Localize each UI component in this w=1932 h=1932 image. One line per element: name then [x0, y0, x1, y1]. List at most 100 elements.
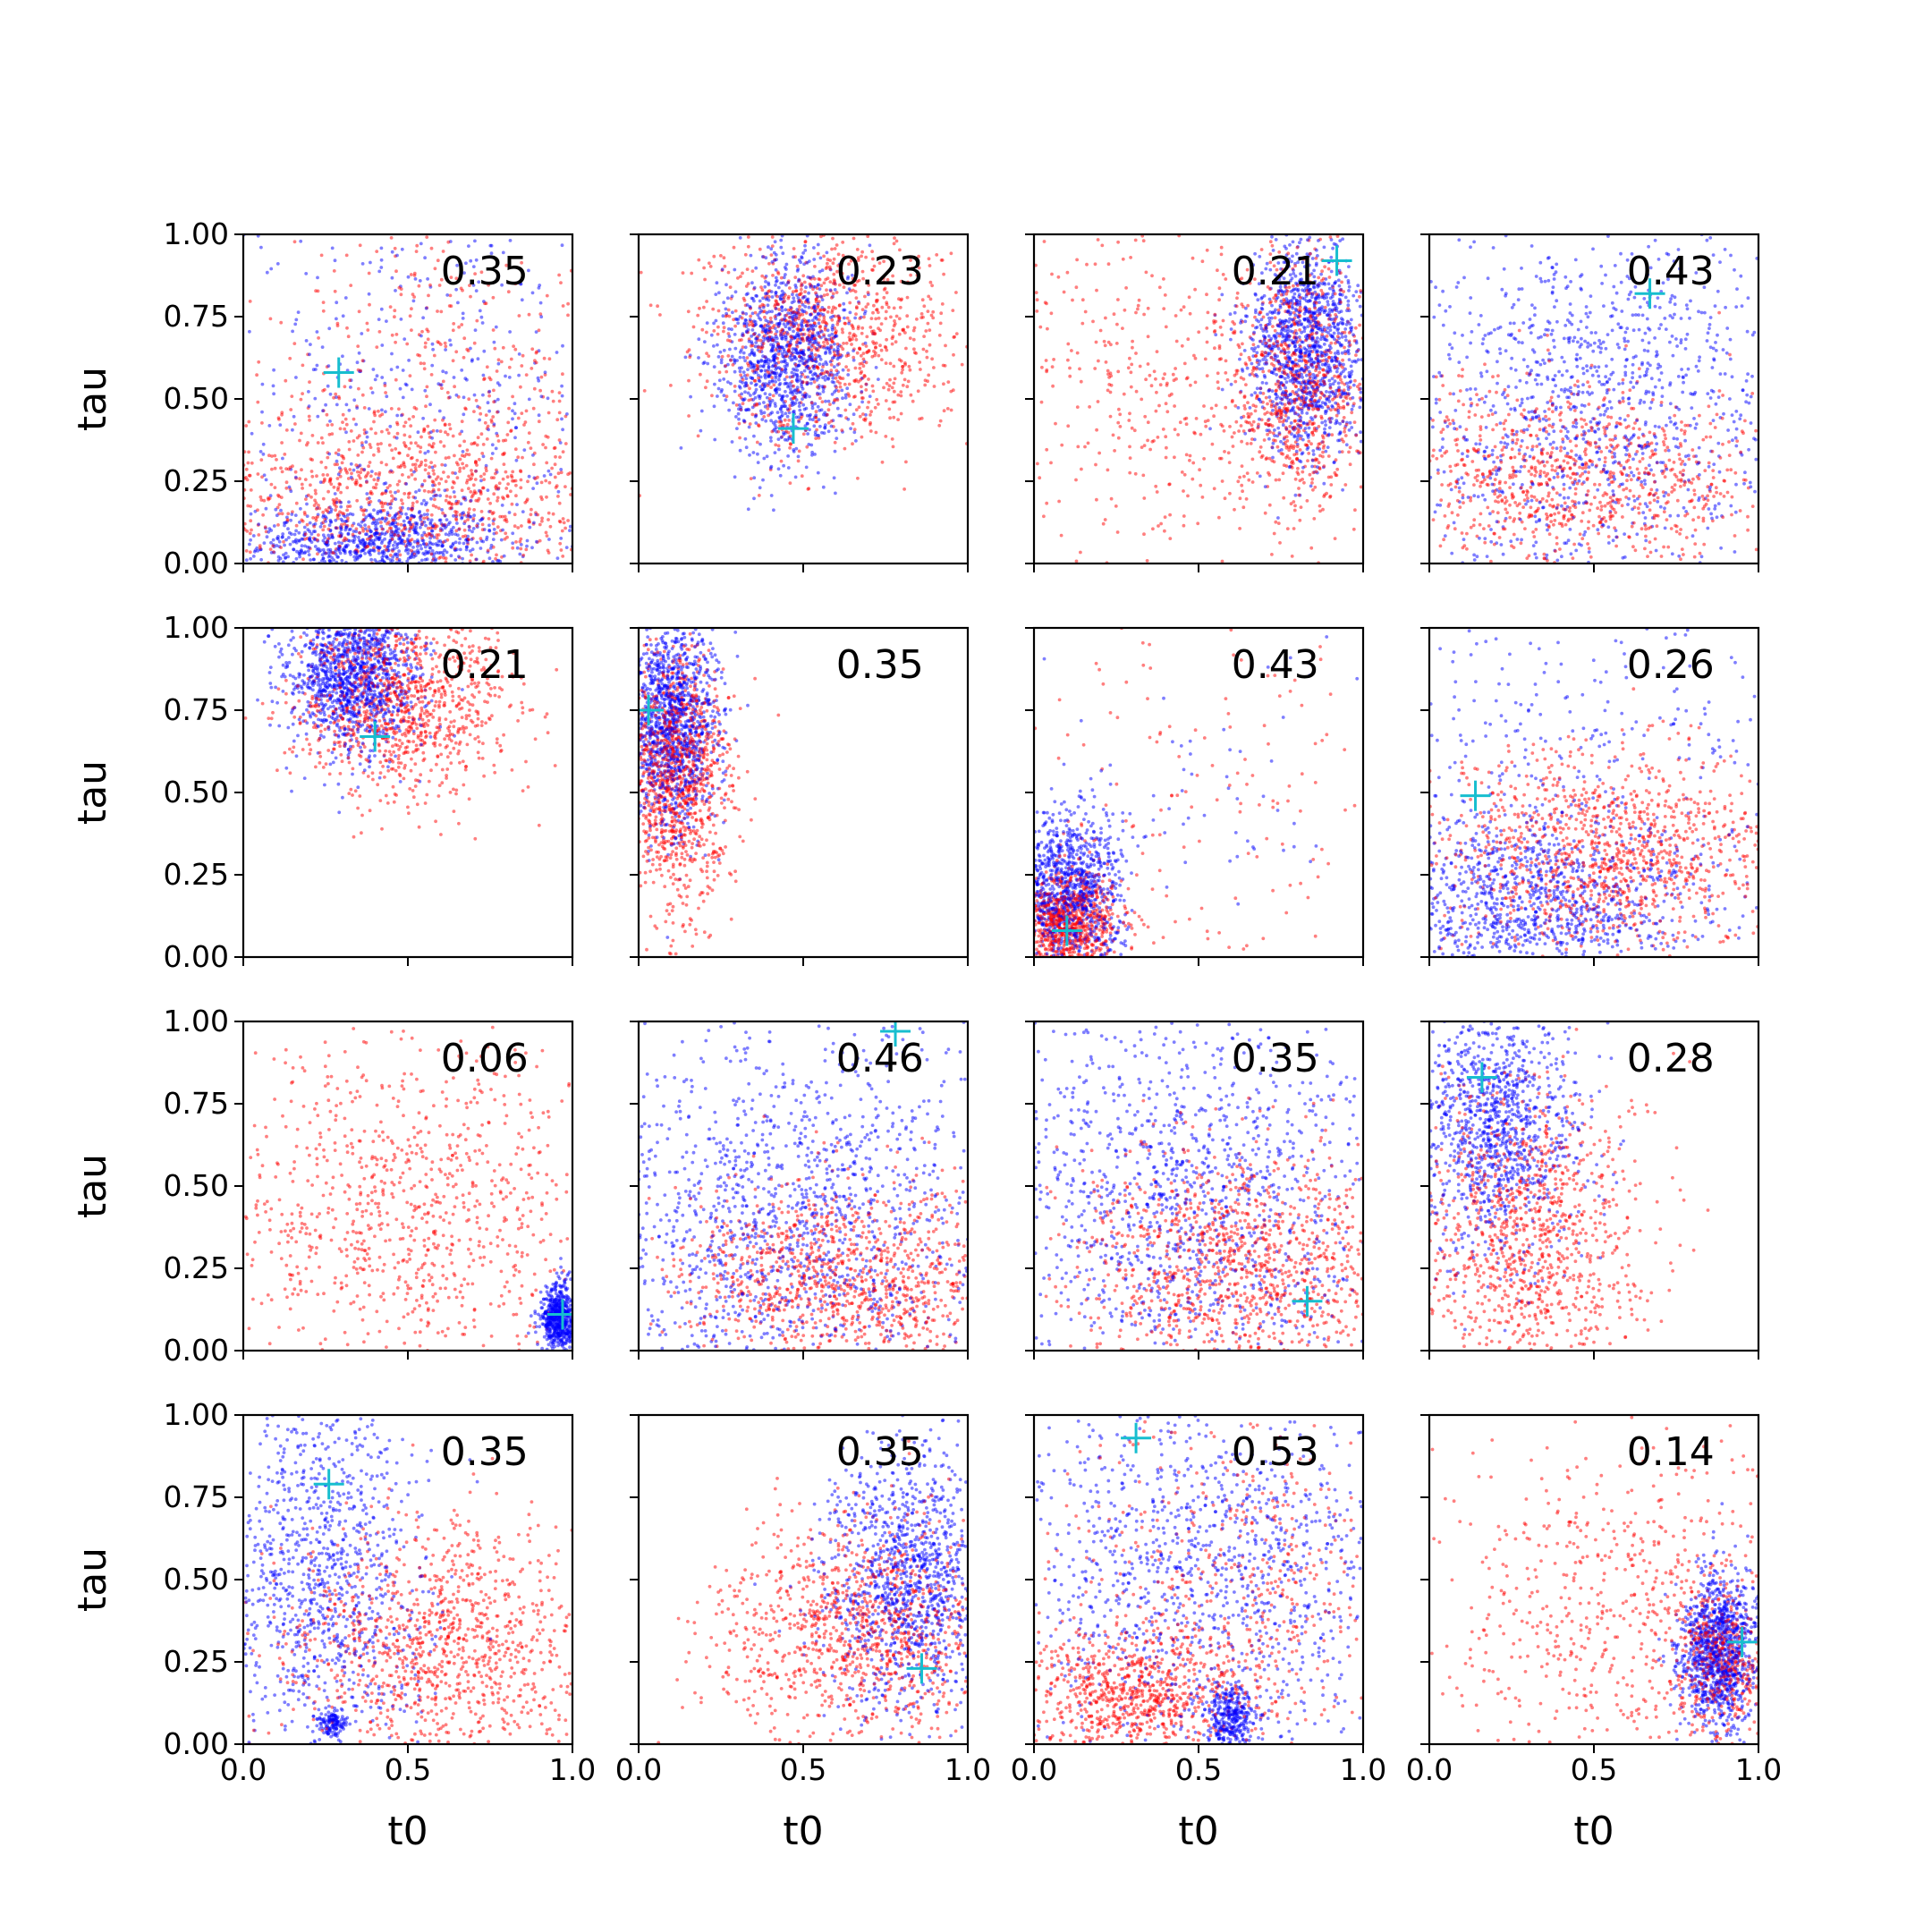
red-point: [878, 343, 882, 348]
red-point: [853, 334, 858, 338]
blue-point: [1271, 441, 1275, 445]
red-point: [775, 294, 779, 299]
blue-point: [419, 334, 423, 338]
red-point: [256, 508, 259, 513]
red-point: [506, 290, 511, 294]
red-point: [750, 412, 755, 417]
blue-point: [801, 386, 805, 391]
red-point: [403, 525, 407, 530]
red-point: [530, 347, 535, 352]
red-point: [873, 332, 877, 335]
blue-point: [397, 537, 401, 541]
blue-point: [868, 394, 872, 398]
blue-point: [848, 402, 852, 407]
red-point: [860, 326, 865, 330]
red-point: [1262, 438, 1267, 442]
red-point: [748, 386, 751, 391]
red-point: [559, 470, 564, 475]
red-point: [408, 538, 412, 543]
red-point: [467, 397, 471, 402]
blue-point: [726, 362, 730, 367]
red-point: [260, 475, 264, 479]
blue-point: [818, 287, 822, 291]
y-tick-label: 0.50: [164, 381, 229, 416]
red-point: [390, 448, 394, 453]
blue-point: [294, 529, 298, 533]
blue-point: [697, 337, 701, 342]
red-point: [309, 495, 313, 499]
blue-point: [781, 251, 785, 256]
blue-point: [355, 557, 360, 561]
blue-point: [359, 539, 363, 544]
red-point: [842, 285, 846, 289]
red-point: [463, 406, 467, 411]
blue-point: [344, 402, 349, 407]
red-point: [444, 479, 448, 484]
red-point: [341, 412, 345, 417]
red-point: [796, 328, 801, 332]
red-point: [368, 302, 371, 307]
blue-point: [818, 409, 822, 412]
red-point: [762, 415, 767, 419]
red-point: [460, 419, 464, 424]
red-point: [314, 518, 318, 522]
blue-point: [392, 543, 395, 547]
blue-point: [813, 284, 818, 289]
blue-point: [1322, 245, 1326, 250]
blue-point: [399, 318, 403, 321]
blue-point: [531, 487, 535, 490]
red-point: [741, 402, 745, 406]
red-point: [504, 531, 508, 536]
red-point: [343, 427, 347, 431]
red-point: [805, 380, 809, 385]
blue-point: [437, 518, 442, 522]
red-point: [365, 529, 369, 533]
blue-point: [809, 313, 813, 317]
blue-point: [722, 348, 726, 352]
red-point: [460, 453, 464, 458]
blue-point: [769, 290, 774, 293]
red-point: [357, 386, 360, 391]
red-point: [470, 442, 474, 446]
blue-point: [537, 378, 541, 383]
blue-point: [455, 521, 459, 525]
red-point: [347, 447, 352, 452]
blue-point: [780, 360, 784, 364]
blue-point: [743, 436, 748, 441]
red-point: [862, 418, 866, 421]
red-point: [856, 258, 860, 262]
red-point: [368, 537, 372, 540]
red-point: [864, 255, 868, 259]
red-point: [505, 535, 509, 539]
blue-point: [487, 529, 492, 533]
red-point: [1129, 385, 1133, 389]
blue-point: [292, 532, 297, 537]
red-point: [411, 501, 415, 505]
red-point: [294, 523, 299, 528]
red-point: [1144, 377, 1148, 382]
blue-point: [382, 551, 386, 555]
red-point: [866, 291, 870, 294]
red-point: [420, 536, 424, 540]
red-point: [425, 394, 428, 399]
blue-point: [786, 454, 790, 458]
red-point: [479, 537, 483, 540]
red-point: [324, 508, 328, 513]
blue-point: [814, 315, 818, 319]
red-point: [330, 423, 335, 427]
red-point: [427, 489, 431, 494]
red-point: [348, 468, 352, 471]
red-point: [502, 452, 506, 456]
blue-point: [292, 547, 296, 552]
blue-point: [803, 395, 808, 399]
blue-point: [795, 369, 800, 372]
blue-point: [402, 519, 406, 523]
red-point: [819, 284, 824, 288]
blue-point: [386, 511, 390, 514]
red-point: [1328, 386, 1333, 390]
blue-point: [286, 555, 290, 559]
blue-point: [390, 250, 394, 254]
blue-point: [744, 312, 749, 316]
red-point: [492, 400, 496, 404]
blue-point: [797, 419, 801, 424]
